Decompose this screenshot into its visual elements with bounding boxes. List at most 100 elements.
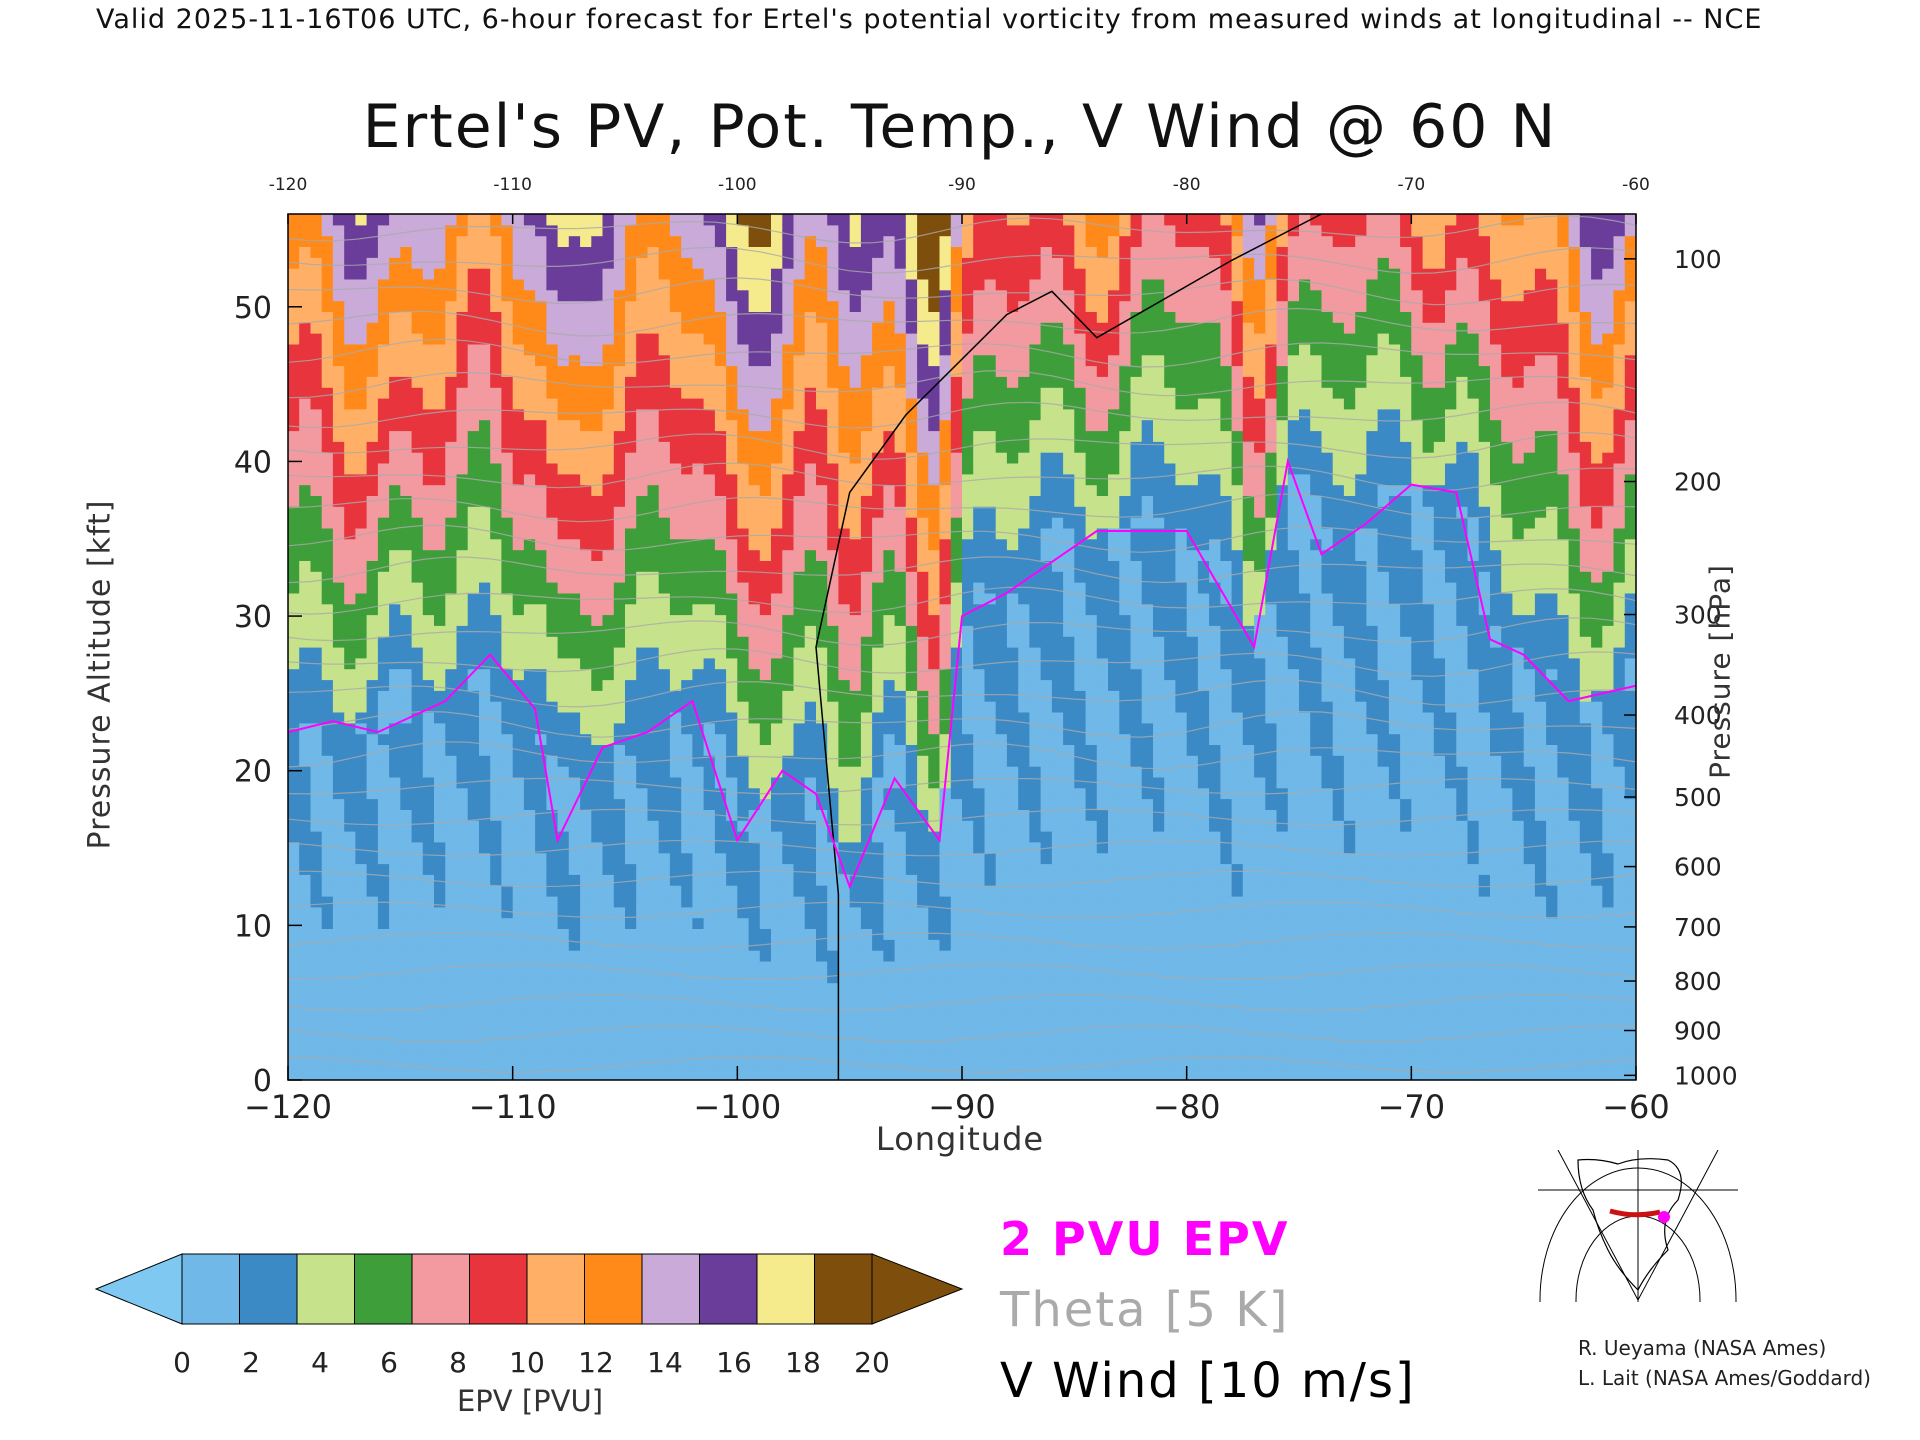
epv-cell <box>962 1058 974 1070</box>
epv-cell <box>523 354 536 367</box>
epv-cell <box>838 722 851 735</box>
epv-cell <box>984 776 997 789</box>
epv-cell <box>737 387 750 399</box>
epv-cell <box>782 906 795 919</box>
epv-cell <box>332 798 345 810</box>
epv-cell <box>647 214 660 226</box>
epv-cell <box>602 419 615 432</box>
epv-cell <box>479 960 491 973</box>
epv-cell <box>321 408 334 421</box>
epv-cell <box>580 1004 592 1016</box>
epv-cell <box>681 408 693 421</box>
epv-cell <box>602 787 615 800</box>
epv-cell <box>973 235 985 247</box>
epv-cell <box>445 787 458 800</box>
epv-cell <box>377 820 390 832</box>
epv-cell <box>714 300 727 312</box>
epv-cell <box>355 300 368 312</box>
epv-cell <box>636 387 648 399</box>
epv-cell <box>568 1058 581 1070</box>
epv-cell <box>445 874 458 886</box>
epv-cell <box>658 300 671 312</box>
epv-cell <box>344 625 356 637</box>
epv-cell <box>467 246 480 258</box>
epv-cell <box>905 527 918 540</box>
epv-cell <box>827 647 839 659</box>
epv-cell <box>962 333 974 345</box>
epv-cell <box>613 289 626 302</box>
epv-cell <box>950 755 963 767</box>
epv-cell <box>568 755 581 767</box>
epv-cell <box>658 798 671 810</box>
epv-cell <box>613 495 626 507</box>
epv-cell <box>422 852 435 865</box>
epv-cell <box>737 538 750 551</box>
epv-cell <box>479 1036 491 1049</box>
epv-cell <box>602 1025 615 1038</box>
epv-cell <box>883 614 896 626</box>
epv-cell <box>501 776 514 789</box>
epv-cell <box>860 387 873 399</box>
epv-cell <box>613 473 626 486</box>
epv-cell <box>917 473 929 486</box>
epv-cell <box>838 441 851 453</box>
epv-cell <box>771 906 783 919</box>
epv-cell <box>321 939 334 951</box>
epv-cell <box>310 701 323 713</box>
epv-cell <box>523 614 536 626</box>
epv-cell <box>928 214 941 226</box>
epv-cell <box>647 1004 660 1016</box>
epv-cell <box>535 950 547 962</box>
epv-cell <box>804 614 817 626</box>
epv-cell <box>310 798 323 810</box>
epv-cell <box>917 538 929 551</box>
epv-cell <box>816 354 828 367</box>
epv-cell <box>535 257 547 269</box>
epv-cell <box>681 852 693 865</box>
epv-cell <box>445 614 458 626</box>
epv-cell <box>849 928 862 940</box>
epv-cell <box>838 668 851 681</box>
epv-cell <box>714 246 727 258</box>
epv-cell <box>445 560 458 572</box>
epv-cell <box>658 690 671 702</box>
epv-cell <box>377 841 390 854</box>
epv-cell <box>636 495 648 507</box>
epv-cell <box>905 896 918 908</box>
epv-cell <box>939 257 952 269</box>
epv-cell <box>973 1036 985 1049</box>
epv-cell <box>984 874 997 886</box>
epv-cell <box>546 722 559 735</box>
epv-cell <box>860 582 873 594</box>
epv-cell <box>479 798 491 810</box>
epv-cell <box>625 1047 637 1059</box>
epv-cell <box>939 517 952 529</box>
epv-cell <box>344 712 356 724</box>
epv-cell <box>849 376 862 388</box>
epv-cell <box>658 885 671 897</box>
epv-cell <box>816 333 828 345</box>
epv-cell <box>568 517 581 529</box>
epv-cell <box>703 376 716 388</box>
epv-cell <box>782 798 795 810</box>
epv-cell <box>872 885 884 897</box>
epv-cell <box>512 592 525 605</box>
epv-cell <box>557 1058 570 1070</box>
epv-cell <box>512 246 525 258</box>
epv-cell <box>827 896 839 908</box>
epv-cell <box>445 917 458 929</box>
epv-cell <box>973 712 985 724</box>
epv-cell <box>714 657 727 670</box>
epv-cell <box>681 636 693 648</box>
epv-cell <box>501 852 514 865</box>
epv-cell <box>950 300 963 312</box>
epv-cell <box>613 647 626 659</box>
epv-cell <box>973 690 985 702</box>
epv-cell <box>883 571 896 583</box>
epv-cell <box>771 885 783 897</box>
epv-cell <box>793 592 806 605</box>
epv-cell <box>467 755 480 767</box>
epv-cell <box>973 517 985 529</box>
epv-cell <box>512 452 525 464</box>
epv-cell <box>568 787 581 800</box>
